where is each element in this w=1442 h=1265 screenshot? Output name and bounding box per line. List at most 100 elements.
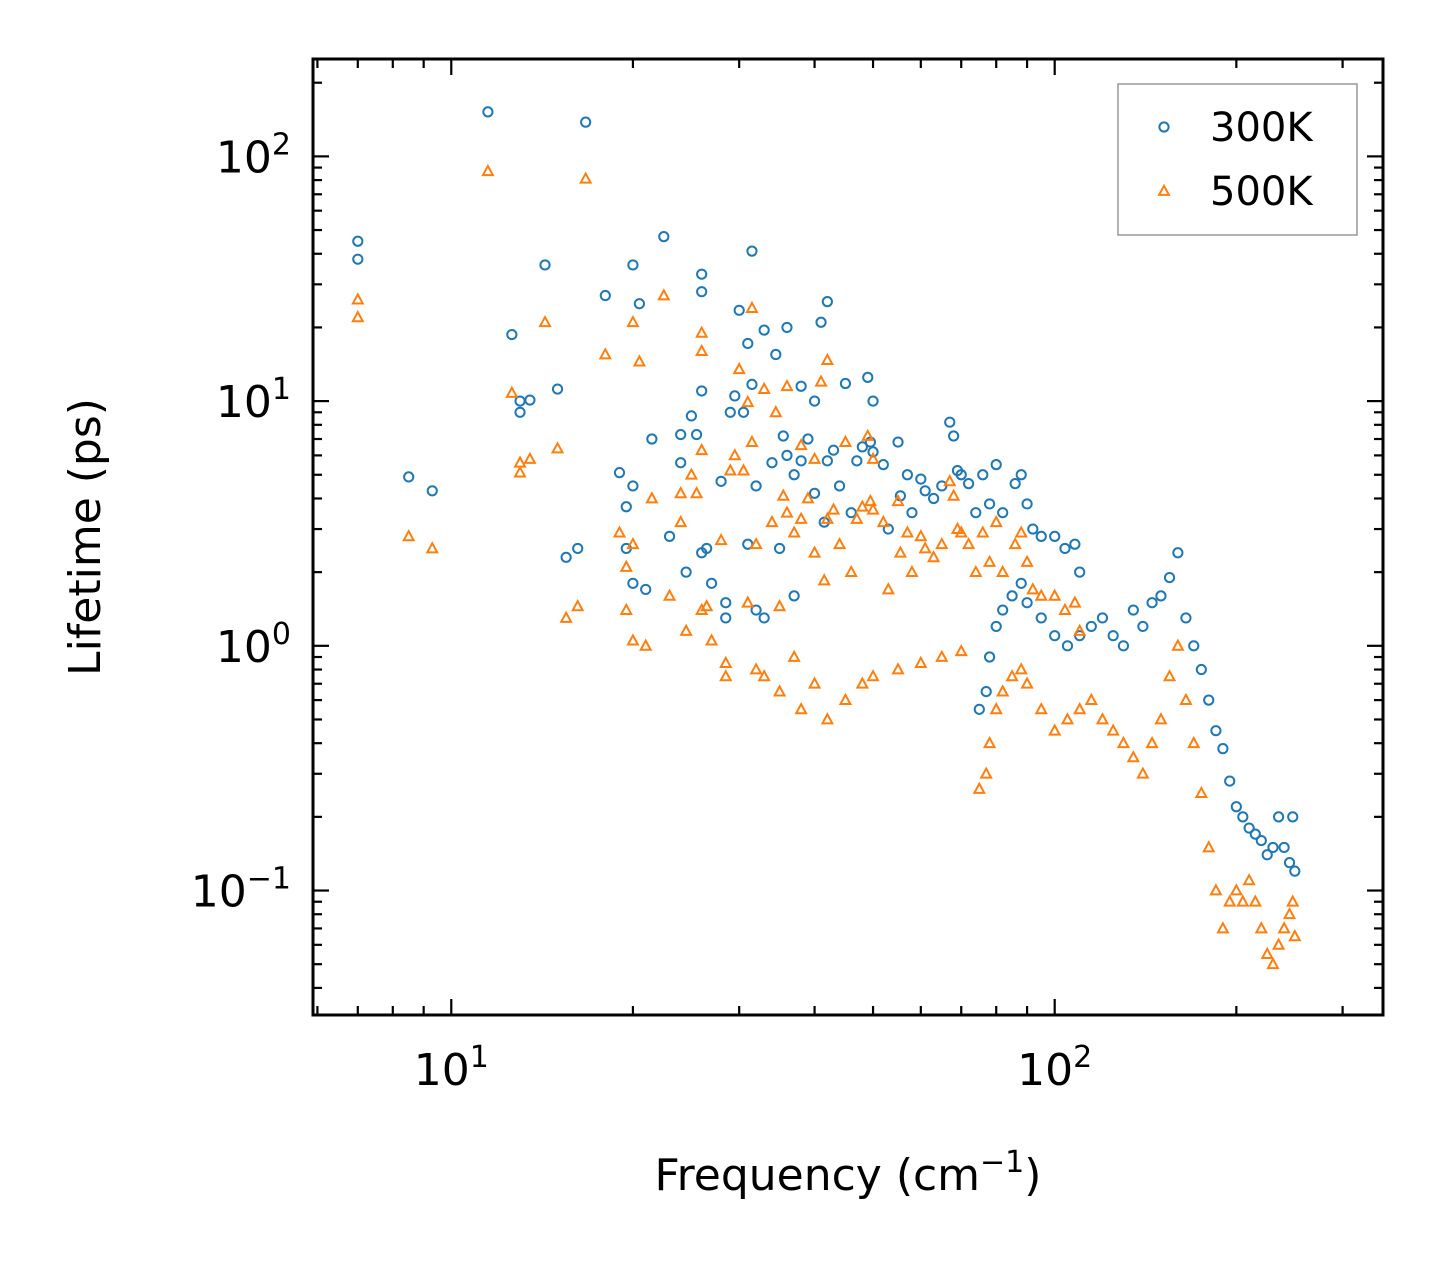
data-point-500K-13 bbox=[579, 171, 593, 184]
data-point-500K-150 bbox=[1242, 873, 1256, 886]
data-point-300K-13 bbox=[580, 116, 592, 128]
data-point-500K-135 bbox=[1126, 750, 1140, 763]
data-point-300K-74 bbox=[856, 441, 868, 453]
data-point-300K-10 bbox=[551, 383, 564, 395]
data-point-500K-85 bbox=[914, 529, 928, 542]
data-point-300K-70 bbox=[833, 480, 846, 492]
data-point-500K-71 bbox=[838, 434, 853, 447]
data-point-300K-21 bbox=[633, 298, 645, 310]
data-point-500K-73 bbox=[850, 511, 864, 524]
legend-marker-300K bbox=[1158, 121, 1170, 133]
data-point-300K-6 bbox=[514, 406, 526, 418]
data-point-300K-130 bbox=[1180, 612, 1192, 624]
data-point-300K-1 bbox=[352, 253, 364, 265]
data-point-500K-25 bbox=[662, 588, 677, 601]
data-point-500K-129 bbox=[1060, 712, 1075, 725]
legend: 300K 500K bbox=[1117, 83, 1358, 236]
data-point-300K-92 bbox=[955, 469, 967, 481]
data-point-300K-134 bbox=[1210, 725, 1222, 737]
data-point-500K-49 bbox=[749, 662, 763, 675]
data-point-500K-42 bbox=[732, 361, 746, 375]
data-point-300K-145 bbox=[1278, 841, 1290, 854]
data-point-300K-120 bbox=[1085, 620, 1097, 633]
data-point-500K-84 bbox=[905, 564, 919, 578]
data-point-300K-43 bbox=[737, 406, 750, 418]
data-point-500K-12 bbox=[571, 599, 585, 612]
data-point-300K-16 bbox=[620, 501, 632, 513]
data-point-500K-146 bbox=[1216, 921, 1230, 934]
data-point-500K-66 bbox=[817, 573, 831, 586]
data-point-300K-57 bbox=[781, 321, 793, 334]
data-point-500K-95 bbox=[976, 525, 990, 538]
data-point-300K-37 bbox=[715, 475, 727, 487]
data-point-300K-52 bbox=[766, 457, 778, 469]
data-point-500K-136 bbox=[1136, 766, 1150, 779]
data-point-500K-74 bbox=[855, 499, 869, 512]
y-axis-label: Lifetime (ps) bbox=[60, 398, 111, 676]
data-point-500K-147 bbox=[1223, 894, 1237, 907]
data-point-500K-141 bbox=[1179, 692, 1193, 706]
data-point-500K-24 bbox=[657, 288, 671, 301]
data-point-500K-137 bbox=[1145, 735, 1159, 749]
data-point-300K-97 bbox=[990, 459, 1002, 471]
data-point-300K-126 bbox=[1146, 597, 1158, 609]
data-point-500K-94 bbox=[969, 564, 983, 578]
data-point-300K-46 bbox=[746, 378, 758, 391]
data-point-500K-83 bbox=[900, 525, 915, 538]
data-point-500K-130 bbox=[1073, 702, 1087, 715]
data-point-500K-80 bbox=[881, 582, 895, 595]
data-point-300K-87 bbox=[928, 492, 940, 505]
data-point-300K-98 bbox=[997, 507, 1009, 519]
labels-layer: 101 102 10−1 100 101 102 Frequency (cm−1) Lifet… bbox=[60, 127, 1092, 1201]
ticks-layer bbox=[313, 59, 1383, 1015]
data-point-500K-17 bbox=[619, 602, 633, 615]
data-point-500K-112 bbox=[838, 692, 853, 706]
data-point-500K-0 bbox=[351, 292, 365, 305]
data-point-500K-158 bbox=[1286, 894, 1300, 907]
data-point-500K-4 bbox=[481, 163, 495, 177]
data-point-500K-7 bbox=[513, 455, 527, 468]
data-point-300K-31 bbox=[696, 268, 708, 280]
data-point-500K-39 bbox=[719, 669, 733, 682]
data-point-500K-67 bbox=[820, 352, 834, 366]
data-point-500K-118 bbox=[954, 643, 968, 657]
data-point-300K-138 bbox=[1237, 811, 1249, 823]
data-point-500K-156 bbox=[1277, 921, 1291, 934]
data-point-500K-148 bbox=[1229, 883, 1243, 896]
data-point-300K-75 bbox=[862, 371, 874, 383]
data-point-300K-90 bbox=[948, 430, 960, 442]
data-point-300K-127 bbox=[1155, 590, 1167, 602]
data-point-500K-19 bbox=[626, 536, 640, 550]
data-point-300K-69 bbox=[827, 444, 840, 456]
data-point-500K-38 bbox=[719, 655, 733, 668]
data-point-500K-8 bbox=[523, 451, 537, 464]
data-point-300K-104 bbox=[1049, 530, 1061, 542]
data-point-500K-75 bbox=[861, 428, 875, 441]
data-point-500K-21 bbox=[632, 354, 647, 367]
data-point-300K-83 bbox=[901, 469, 913, 481]
data-point-500K-107 bbox=[1073, 623, 1087, 636]
data-point-300K-48 bbox=[750, 480, 762, 492]
data-point-500K-145 bbox=[1209, 883, 1223, 896]
data-point-500K-101 bbox=[1020, 554, 1034, 567]
data-point-300K-35 bbox=[701, 542, 713, 555]
data-point-500K-46 bbox=[745, 434, 759, 447]
data-point-300K-123 bbox=[1117, 640, 1130, 652]
data-point-300K-18 bbox=[627, 259, 639, 271]
data-point-300K-58 bbox=[788, 469, 800, 481]
data-point-500K-51 bbox=[757, 669, 771, 682]
data-point-300K-124 bbox=[1127, 604, 1139, 616]
data-point-300K-101 bbox=[1021, 498, 1033, 510]
data-point-500K-110 bbox=[807, 676, 822, 689]
data-point-500K-41 bbox=[728, 448, 742, 461]
data-point-300K-20 bbox=[627, 577, 639, 589]
data-point-500K-113 bbox=[855, 676, 869, 689]
data-point-500K-43 bbox=[736, 463, 751, 476]
data-point-500K-116 bbox=[914, 655, 928, 668]
data-point-500K-14 bbox=[598, 347, 612, 360]
data-point-300K-122 bbox=[1107, 630, 1119, 642]
data-point-500K-9 bbox=[538, 314, 552, 328]
data-point-500K-128 bbox=[1048, 723, 1062, 736]
data-point-500K-100 bbox=[1014, 525, 1028, 538]
